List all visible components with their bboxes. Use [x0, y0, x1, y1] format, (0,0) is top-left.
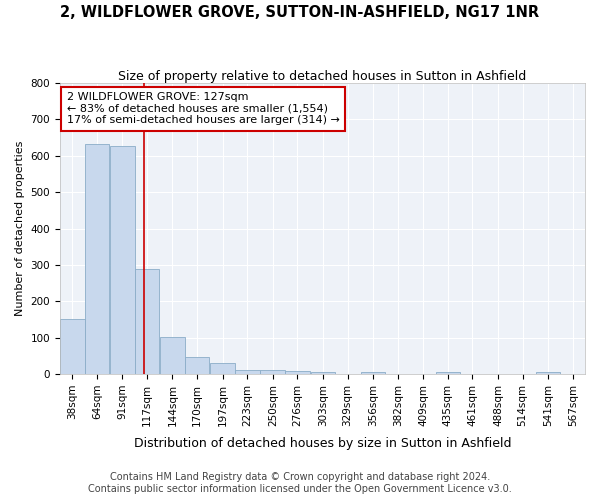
Bar [85, 144, 109, 374]
Bar [110, 146, 134, 374]
Bar [536, 372, 560, 374]
Text: 2 WILDFLOWER GROVE: 127sqm
← 83% of detached houses are smaller (1,554)
17% of s: 2 WILDFLOWER GROVE: 127sqm ← 83% of deta… [67, 92, 340, 126]
X-axis label: Distribution of detached houses by size in Sutton in Ashfield: Distribution of detached houses by size … [134, 437, 511, 450]
Bar [134, 268, 159, 374]
Bar [260, 370, 285, 374]
Bar [361, 372, 385, 374]
Bar [211, 363, 235, 374]
Bar [160, 336, 185, 374]
Text: Contains HM Land Registry data © Crown copyright and database right 2024.: Contains HM Land Registry data © Crown c… [110, 472, 490, 482]
Text: Contains public sector information licensed under the Open Government Licence v3: Contains public sector information licen… [88, 484, 512, 494]
Y-axis label: Number of detached properties: Number of detached properties [15, 141, 25, 316]
Bar [285, 371, 310, 374]
Title: Size of property relative to detached houses in Sutton in Ashfield: Size of property relative to detached ho… [118, 70, 527, 83]
Bar [311, 372, 335, 374]
Text: 2, WILDFLOWER GROVE, SUTTON-IN-ASHFIELD, NG17 1NR: 2, WILDFLOWER GROVE, SUTTON-IN-ASHFIELD,… [61, 5, 539, 20]
Bar [235, 370, 260, 374]
Bar [436, 372, 460, 374]
Bar [185, 357, 209, 374]
Bar [60, 320, 85, 374]
